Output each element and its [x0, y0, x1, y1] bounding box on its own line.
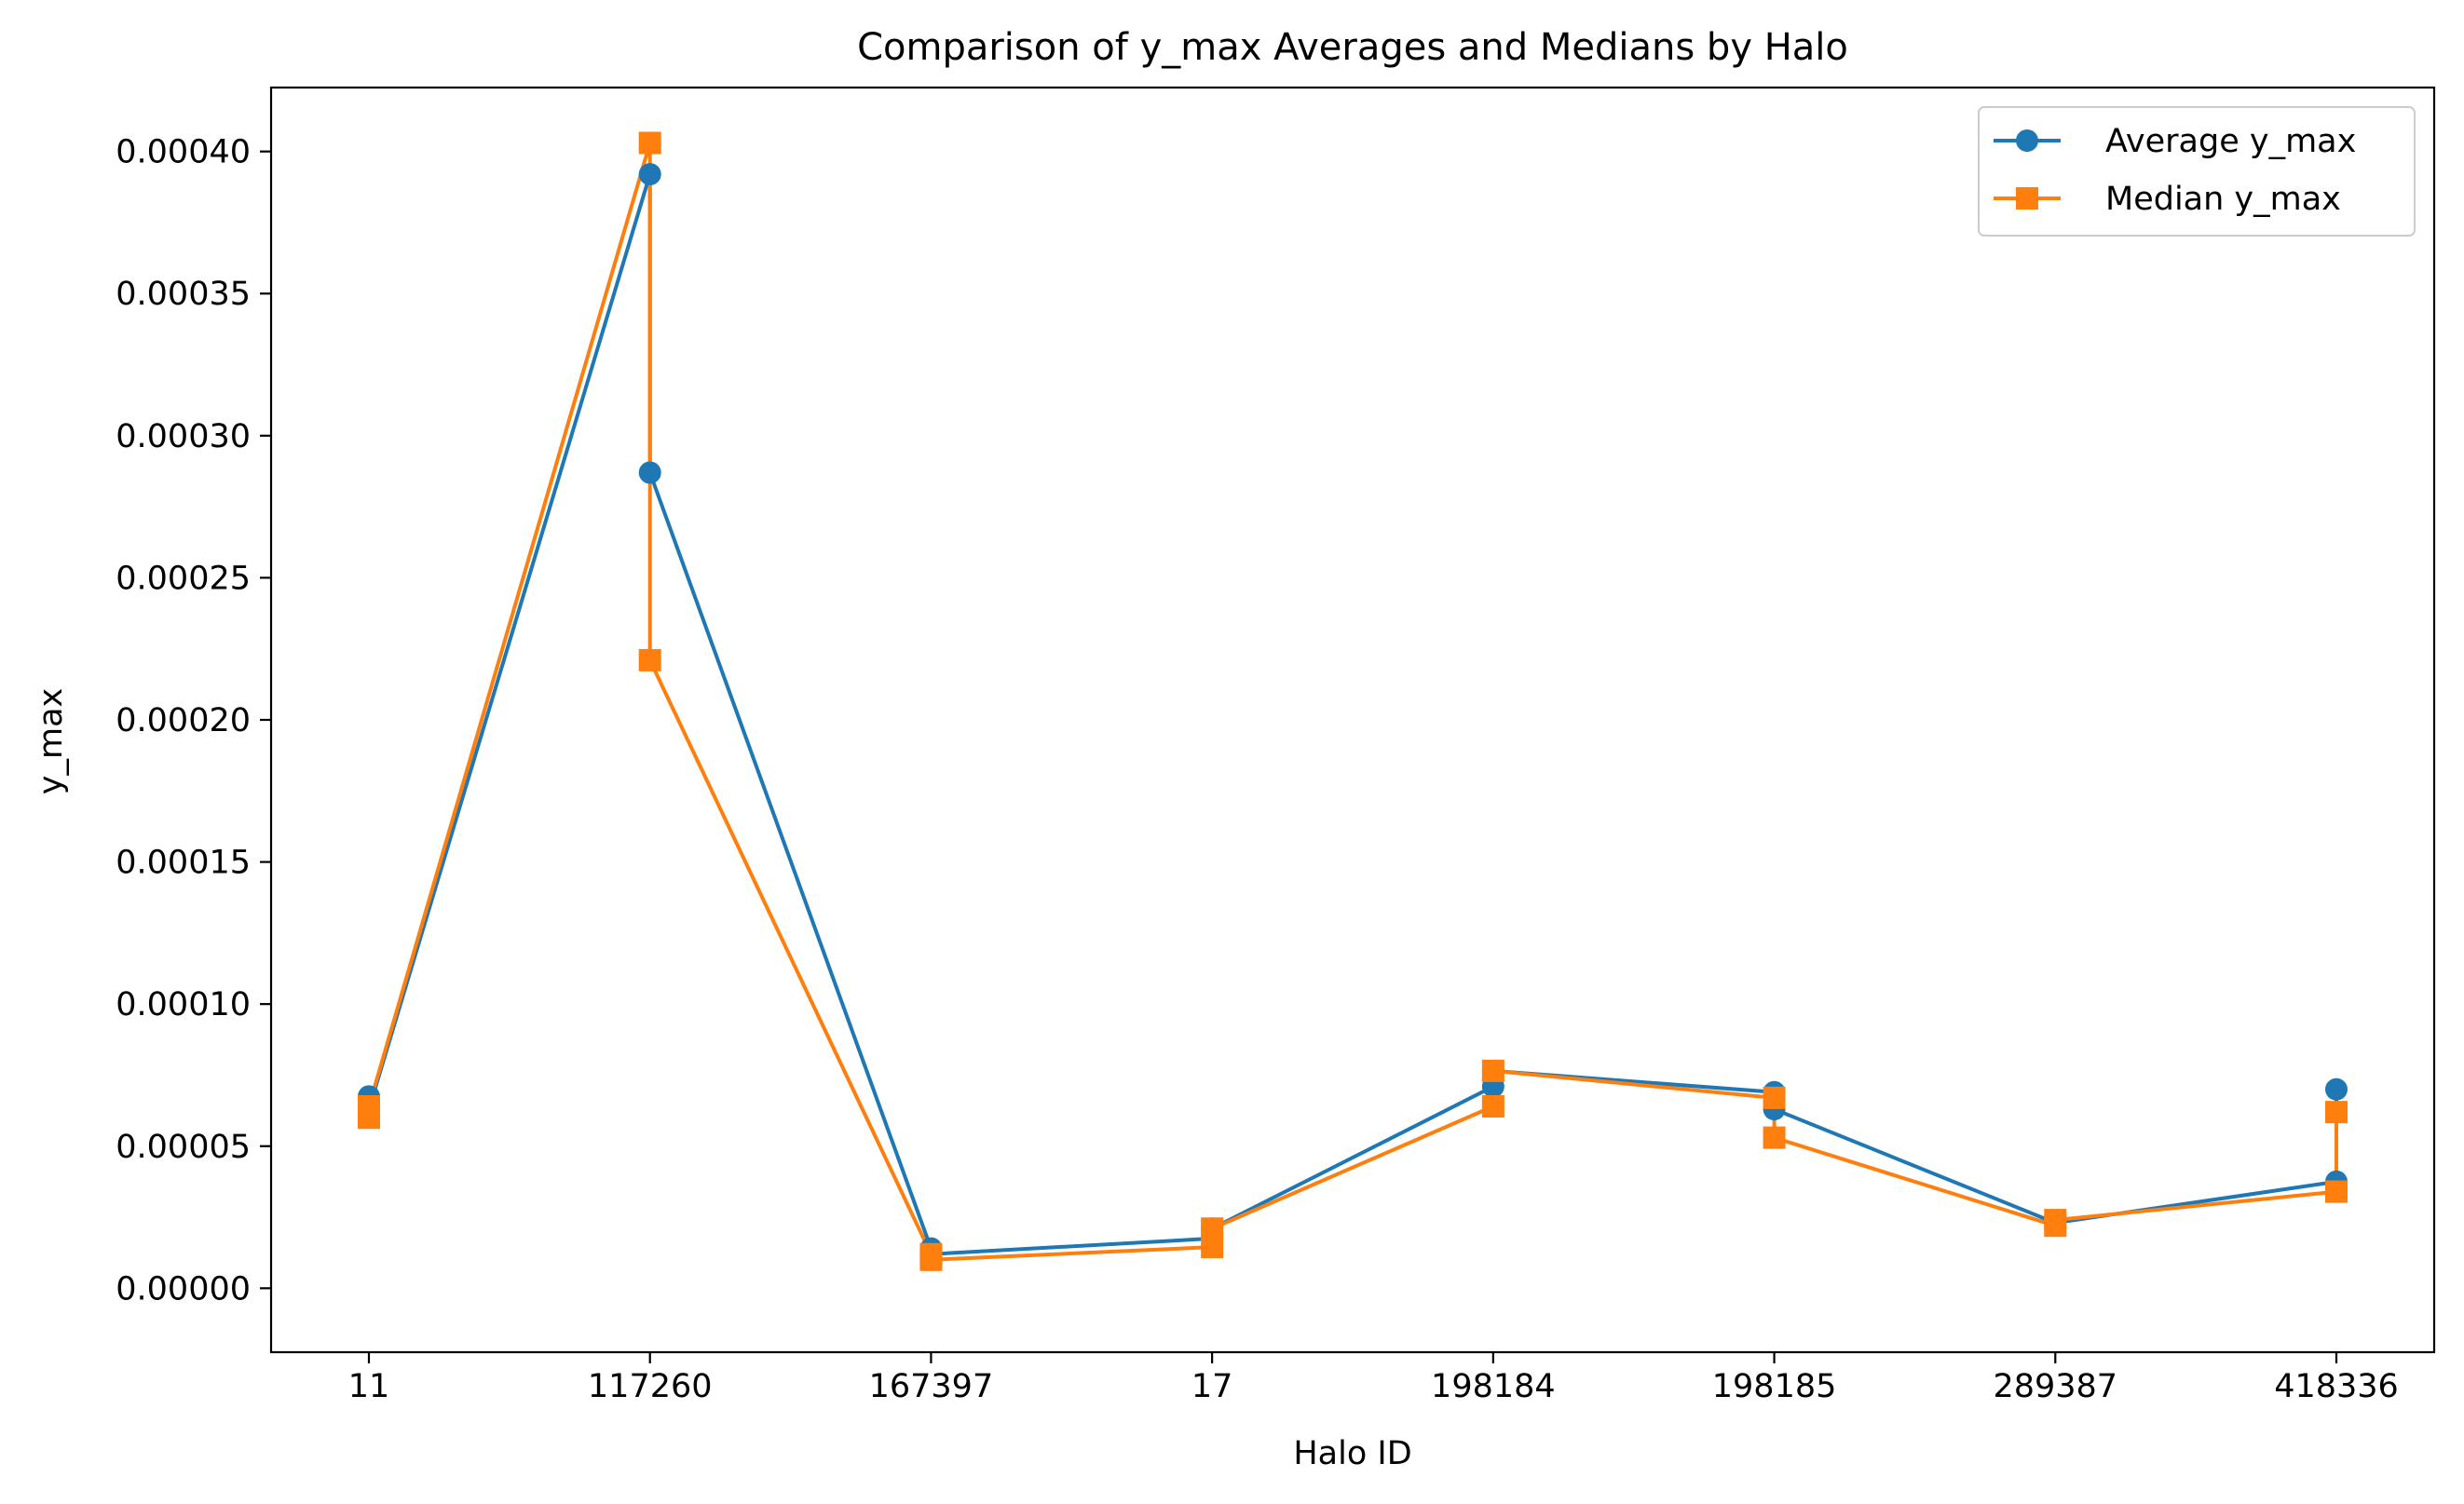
y-tick-label: 0.00015	[116, 845, 251, 882]
chart-title: Comparison of y_max Averages and Medians…	[857, 26, 1848, 69]
data-point-average	[638, 163, 661, 186]
y-tick-label: 0.00010	[116, 986, 251, 1023]
y-axis-label: y_max	[33, 688, 70, 794]
legend-frame	[1978, 106, 2416, 237]
data-point-median	[2325, 1101, 2348, 1124]
x-tick-label: 289387	[1993, 1368, 2117, 1405]
x-tick-label: 17	[1191, 1368, 1233, 1405]
legend-median-marker	[2016, 187, 2038, 210]
x-tick-label: 198184	[1431, 1368, 1556, 1405]
x-tick-label: 198185	[1712, 1368, 1837, 1405]
x-tick-label: 167397	[869, 1368, 994, 1405]
data-point-median	[638, 131, 661, 155]
y-tick-label: 0.00005	[116, 1129, 251, 1166]
data-point-median	[2325, 1180, 2348, 1203]
data-point-median	[1481, 1095, 1504, 1118]
data-point-median	[1763, 1086, 1786, 1109]
data-point-median	[919, 1248, 943, 1271]
y-tick-label: 0.00030	[116, 418, 251, 455]
data-point-median	[1481, 1059, 1504, 1082]
data-point-median	[1763, 1126, 1786, 1149]
data-point-median	[638, 648, 661, 671]
y-tick-label: 0.00025	[116, 560, 251, 597]
legend-median-label: Median y_max	[2105, 181, 2341, 218]
legend-average-label: Average y_max	[2105, 123, 2356, 160]
x-tick-label: 117260	[588, 1368, 713, 1405]
legend: Average y_max Median y_max	[1978, 106, 2416, 237]
data-point-median	[1201, 1217, 1224, 1240]
x-tick-label: 418336	[2274, 1368, 2399, 1405]
y-tick-label: 0.00040	[116, 134, 251, 171]
plot-area: 11 117260 167397 17 198184 198185 289387 418336…	[116, 86, 2436, 1405]
x-axis-label: Halo ID	[1293, 1435, 1411, 1472]
x-tick-label: 11	[348, 1368, 390, 1405]
y-tick-label: 0.00020	[116, 702, 251, 739]
data-point-median	[2044, 1209, 2067, 1232]
legend-average-marker	[2016, 129, 2038, 152]
data-point-average	[638, 461, 661, 484]
data-point-average	[2325, 1077, 2348, 1101]
data-point-median	[358, 1095, 380, 1118]
y-tick-label: 0.00000	[116, 1270, 251, 1308]
y-tick-label: 0.00035	[116, 276, 251, 313]
